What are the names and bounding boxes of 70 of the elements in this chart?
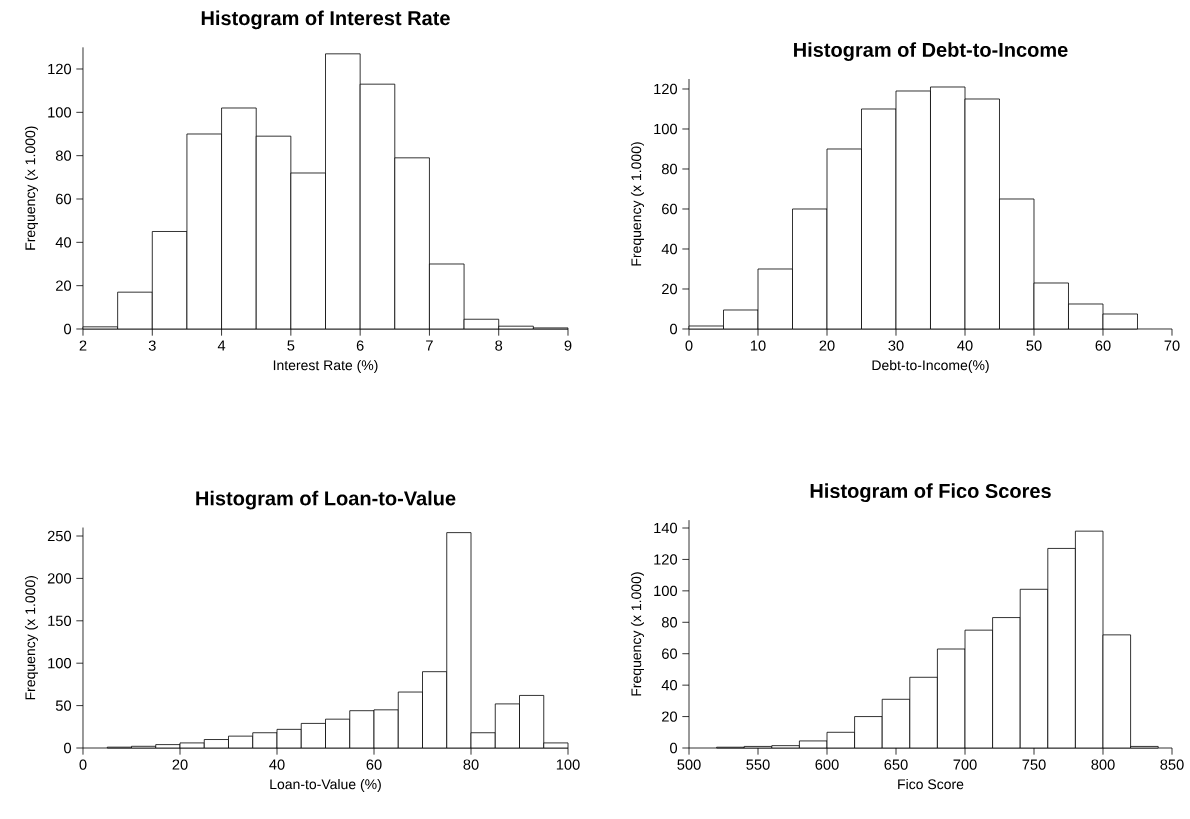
x-tick-label: 60	[366, 759, 382, 770]
y-tick-label: 40	[55, 237, 72, 248]
x-tick-label: 850	[1160, 759, 1184, 770]
y-tick-label: 100	[48, 107, 72, 118]
y-axis-title: Frequency (x 1.000)	[630, 572, 644, 696]
y-tick-label: 20	[662, 283, 678, 295]
y-tick-label: 100	[654, 123, 678, 135]
x-tick-label: 2	[79, 340, 87, 351]
y-tick-label: 0	[670, 323, 678, 335]
x-tick-label: 20	[172, 759, 188, 770]
x-tick-label: 60	[1095, 340, 1111, 351]
chart-title: Histogram of Interest Rate	[201, 10, 450, 30]
x-tick-label: 650	[884, 759, 908, 770]
chart-title: Histogram of Fico Scores	[810, 483, 1051, 503]
x-tick-label: 700	[953, 759, 977, 770]
y-tick-label: 150	[48, 615, 72, 626]
y-tick-label: 200	[47, 573, 72, 584]
x-tick-label: 6	[356, 340, 364, 351]
x-axis-title: Interest Rate (%)	[273, 359, 378, 373]
x-tick-label: 80	[463, 759, 479, 770]
x-tick-label: 40	[269, 759, 285, 770]
y-tick-label: 60	[56, 193, 72, 205]
x-tick-label: 40	[957, 340, 973, 351]
x-axis-title: Loan-to-Value (%)	[270, 778, 381, 792]
y-tick-label: 80	[661, 617, 678, 628]
x-tick-label: 9	[564, 340, 572, 351]
y-tick-label: 20	[56, 280, 72, 291]
x-tick-label: 0	[685, 340, 693, 351]
x-tick-label: 30	[888, 340, 904, 351]
x-tick-label: 500	[677, 759, 701, 770]
x-tick-label: 550	[746, 759, 770, 770]
y-axis-title: Frequency (x 1.000)	[24, 576, 38, 700]
y-tick-label: 80	[661, 163, 678, 175]
x-axis-title: Fico Score	[898, 778, 964, 790]
x-tick-label: 20	[819, 340, 835, 351]
x-tick-label: 7	[426, 340, 433, 351]
y-tick-label: 40	[661, 243, 678, 255]
y-tick-label: 0	[64, 742, 72, 754]
x-axis-title: Debt-to-Income(%)	[872, 359, 989, 373]
y-tick-label: 20	[662, 711, 678, 722]
y-tick-label: 60	[662, 203, 678, 215]
x-tick-label: 800	[1091, 759, 1115, 770]
y-tick-label: 250	[47, 530, 72, 542]
x-tick-label: 5	[287, 340, 295, 351]
y-tick-label: 80	[55, 150, 72, 161]
y-tick-label: 120	[48, 63, 72, 75]
chart-title: Histogram of Loan-to-Value	[196, 490, 456, 510]
y-axis-title: Frequency (x 1.000)	[24, 126, 38, 250]
x-tick-label: 50	[1026, 340, 1042, 351]
y-tick-label: 50	[55, 700, 72, 711]
x-tick-label: 750	[1022, 759, 1046, 770]
y-tick-label: 120	[654, 83, 678, 95]
x-tick-label: 8	[495, 340, 503, 351]
y-tick-label: 140	[654, 522, 678, 534]
y-tick-label: 0	[670, 742, 678, 754]
x-tick-label: 10	[750, 340, 766, 351]
x-tick-label: 3	[148, 340, 156, 351]
x-tick-label: 0	[79, 759, 87, 770]
y-axis-title: Frequency (x 1.000)	[630, 142, 644, 266]
x-tick-label: 100	[556, 759, 580, 770]
y-tick-label: 100	[48, 658, 72, 669]
x-tick-label: 70	[1164, 340, 1180, 351]
y-tick-label: 60	[662, 648, 678, 659]
chart-title: Histogram of Debt-to-Income	[794, 42, 1068, 61]
y-tick-label: 0	[64, 323, 72, 335]
y-tick-label: 100	[654, 585, 678, 597]
y-tick-label: 40	[661, 679, 678, 691]
x-tick-label: 4	[217, 340, 226, 351]
y-tick-label: 120	[654, 554, 678, 565]
x-tick-label: 600	[815, 759, 839, 770]
